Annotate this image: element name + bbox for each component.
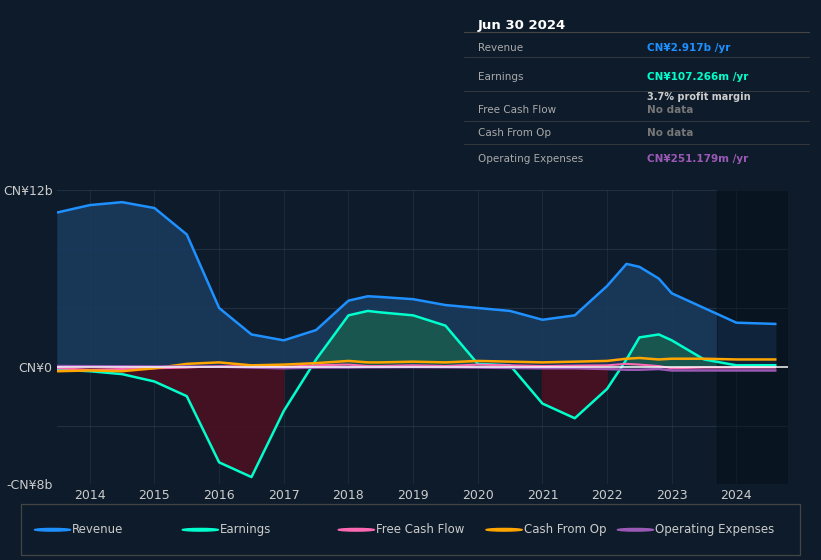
Text: CN¥251.179m /yr: CN¥251.179m /yr	[647, 154, 748, 164]
Text: CN¥2.917b /yr: CN¥2.917b /yr	[647, 43, 730, 53]
Text: No data: No data	[647, 105, 693, 115]
Text: No data: No data	[647, 128, 693, 138]
Text: 3.7% profit margin: 3.7% profit margin	[647, 92, 750, 102]
Text: Revenue: Revenue	[478, 43, 523, 53]
Text: CN¥107.266m /yr: CN¥107.266m /yr	[647, 72, 748, 82]
Text: Free Cash Flow: Free Cash Flow	[376, 523, 465, 536]
Text: Earnings: Earnings	[478, 72, 523, 82]
Circle shape	[338, 529, 374, 531]
Text: Operating Expenses: Operating Expenses	[655, 523, 774, 536]
Circle shape	[182, 529, 218, 531]
Text: Revenue: Revenue	[72, 523, 124, 536]
Text: Jun 30 2024: Jun 30 2024	[478, 19, 566, 32]
Bar	[21, 505, 800, 555]
Text: Earnings: Earnings	[220, 523, 272, 536]
Circle shape	[486, 529, 522, 531]
Circle shape	[34, 529, 71, 531]
Circle shape	[617, 529, 654, 531]
Text: Free Cash Flow: Free Cash Flow	[478, 105, 556, 115]
Text: Cash From Op: Cash From Op	[478, 128, 551, 138]
Bar	[717, 190, 788, 484]
Text: Cash From Op: Cash From Op	[524, 523, 606, 536]
Text: Operating Expenses: Operating Expenses	[478, 154, 583, 164]
